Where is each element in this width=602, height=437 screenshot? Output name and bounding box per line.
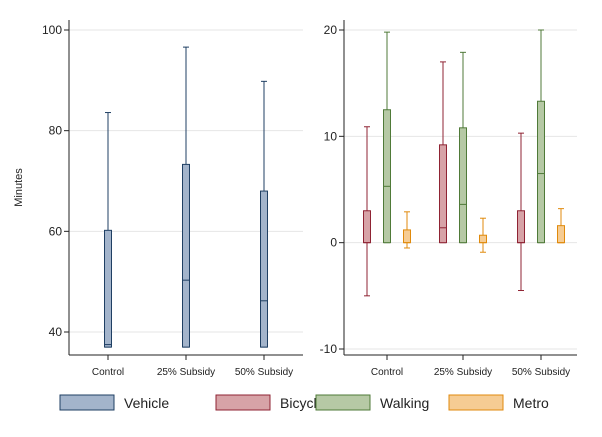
box-bicycle-25-subsidy — [439, 61, 447, 244]
box-body — [182, 163, 190, 348]
box-body — [517, 210, 525, 244]
y-tick-label: -10 — [320, 342, 338, 356]
legend-item-metro: Metro — [448, 394, 549, 411]
box-body — [459, 127, 467, 244]
x-tick-label: 50% Subsidy — [512, 367, 570, 378]
box-body — [104, 229, 112, 348]
legend-label: Walking — [380, 395, 429, 411]
legend-item-walking: Walking — [315, 394, 429, 411]
box-vehicle-control — [104, 112, 112, 348]
series-metro — [403, 208, 565, 253]
y-axis-title: Minutes — [13, 168, 25, 207]
box-body — [403, 229, 411, 244]
y-tick-label: 80 — [49, 124, 63, 138]
box-metro-50-subsidy — [557, 208, 565, 244]
box-walking-50-subsidy — [537, 29, 545, 244]
legend-swatch — [215, 394, 271, 411]
y-tick-label: 20 — [324, 23, 338, 37]
x-tick-label: 25% Subsidy — [434, 367, 492, 378]
box-body — [383, 109, 391, 244]
y-tick-label: 100 — [42, 23, 62, 37]
legend-item-vehicle: Vehicle — [59, 394, 169, 411]
box-body — [363, 210, 371, 244]
legend-label: Vehicle — [124, 395, 169, 411]
legend-swatch — [315, 394, 371, 411]
box-body — [557, 225, 565, 244]
panel-other-modes: -10 0 10 20 Control 25% Subsidy 50% Subsidy — [320, 20, 577, 378]
box-metro-control — [403, 211, 411, 249]
box-body — [479, 234, 487, 244]
box-bicycle-control — [363, 126, 371, 297]
panel-vehicle: 40 60 80 100 Control 25% Subsidy 50% Subsidy Mi… — [13, 20, 303, 378]
box-bicycle-50-subsidy — [517, 132, 525, 292]
box-vehicle-25-subsidy — [182, 46, 190, 348]
series-walking — [383, 29, 545, 244]
box-vehicle-50-subsidy — [260, 80, 268, 348]
box-body — [439, 144, 447, 244]
legend-item-bicycle: Bicycle — [215, 394, 325, 411]
legend-label: Metro — [513, 395, 549, 411]
legend-label: Bicycle — [280, 395, 325, 411]
series-vehicle — [104, 46, 268, 348]
box-metro-25-subsidy — [479, 217, 487, 253]
x-tick-label: 25% Subsidy — [157, 367, 215, 378]
box-walking-control — [383, 31, 391, 244]
legend-swatch — [59, 394, 115, 411]
x-tick-label: 50% Subsidy — [235, 367, 293, 378]
box-body — [260, 190, 268, 348]
series-bicycle — [363, 61, 525, 297]
legend: Vehicle Bicycle Walking Metro — [59, 394, 549, 411]
y-tick-label: 0 — [330, 236, 337, 250]
legend-swatch — [448, 394, 504, 411]
y-tick-label: 10 — [324, 129, 338, 143]
box-body — [537, 100, 545, 244]
box-walking-25-subsidy — [459, 51, 467, 244]
y-tick-label: 60 — [49, 224, 63, 238]
x-tick-label: Control — [92, 367, 124, 378]
x-tick-label: Control — [371, 367, 403, 378]
y-tick-label: 40 — [49, 325, 63, 339]
